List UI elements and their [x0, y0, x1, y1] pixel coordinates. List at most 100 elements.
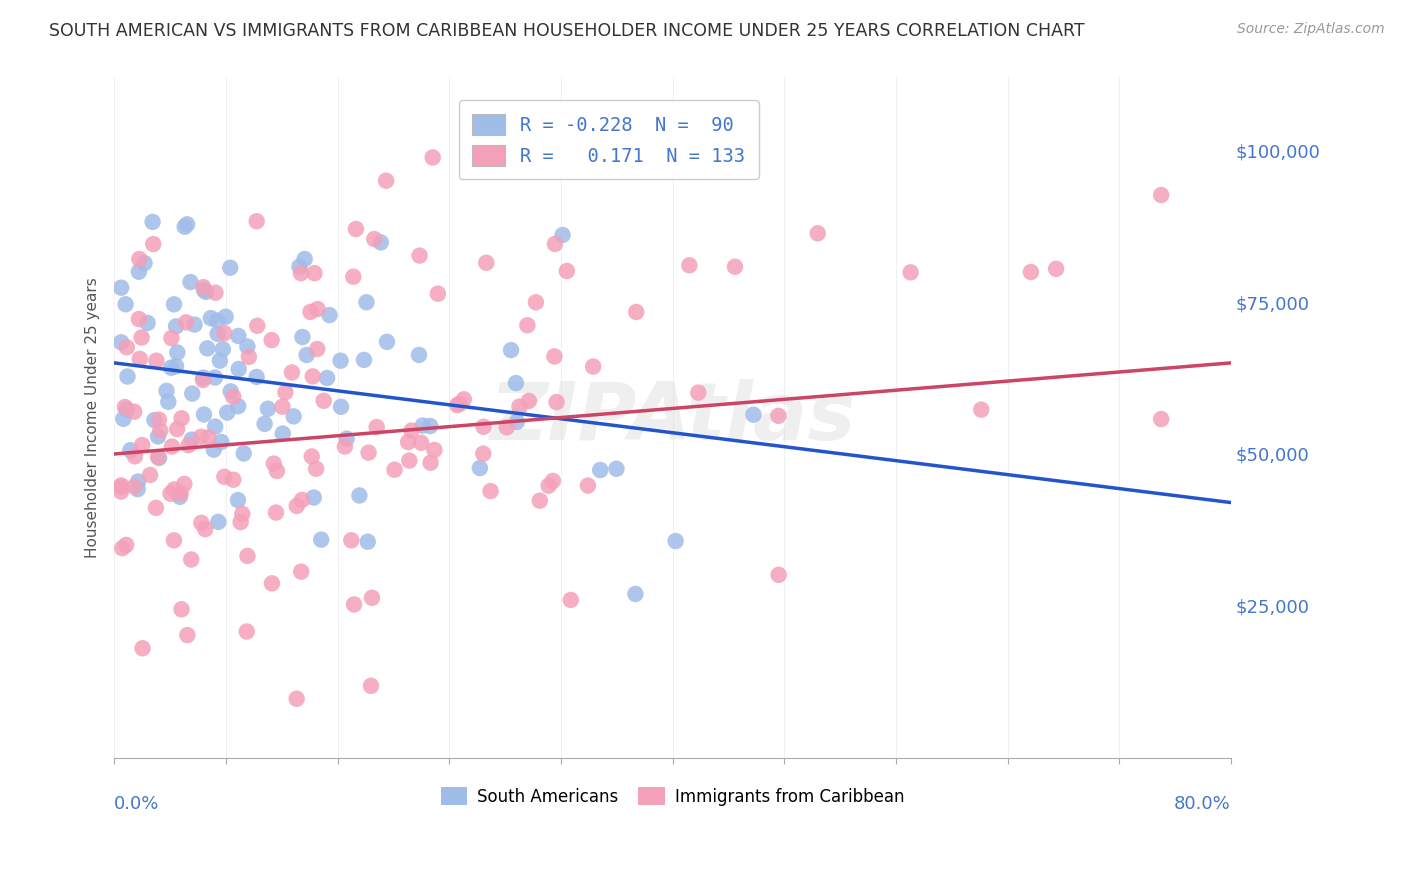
Point — [422, 151, 444, 165]
Point — [176, 217, 198, 231]
Point — [163, 533, 186, 548]
Point — [128, 312, 150, 326]
Point — [173, 477, 195, 491]
Point — [412, 418, 434, 433]
Point — [155, 384, 177, 398]
Point — [733, 153, 755, 167]
Point — [299, 305, 322, 319]
Point — [169, 490, 191, 504]
Point — [336, 432, 359, 446]
Point — [537, 478, 560, 492]
Point — [271, 426, 294, 441]
Point — [166, 345, 188, 359]
Point — [165, 359, 187, 374]
Point — [181, 386, 204, 401]
Point — [576, 478, 599, 492]
Point — [149, 424, 172, 438]
Point — [357, 445, 380, 459]
Point — [396, 435, 419, 450]
Point — [426, 286, 449, 301]
Point — [183, 318, 205, 332]
Point — [419, 419, 441, 434]
Text: SOUTH AMERICAN VS IMMIGRANTS FROM CARIBBEAN HOUSEHOLDER INCOME UNDER 25 YEARS CO: SOUTH AMERICAN VS IMMIGRANTS FROM CARIBB… — [49, 22, 1085, 40]
Point — [228, 329, 250, 343]
Point — [236, 549, 259, 563]
Point — [281, 366, 304, 380]
Point — [110, 480, 132, 494]
Point — [291, 492, 314, 507]
Point — [900, 265, 922, 279]
Point — [166, 422, 188, 436]
Point — [290, 266, 312, 280]
Point — [479, 484, 502, 499]
Point — [307, 301, 329, 316]
Point — [453, 392, 475, 407]
Point — [131, 641, 153, 656]
Point — [340, 533, 363, 548]
Point — [560, 593, 582, 607]
Point — [146, 450, 169, 464]
Point — [546, 395, 568, 409]
Point — [274, 385, 297, 400]
Point — [134, 256, 156, 270]
Point — [128, 252, 150, 266]
Point — [283, 409, 305, 424]
Point — [231, 507, 253, 521]
Point — [127, 482, 149, 496]
Point — [226, 493, 249, 508]
Point — [349, 488, 371, 502]
Point — [970, 402, 993, 417]
Point — [543, 350, 565, 364]
Point — [228, 362, 250, 376]
Point — [384, 463, 406, 477]
Point — [115, 538, 138, 552]
Point — [301, 369, 323, 384]
Point — [124, 450, 146, 464]
Point — [131, 330, 153, 344]
Point — [207, 515, 229, 529]
Point — [330, 400, 353, 414]
Point — [408, 348, 430, 362]
Point — [173, 219, 195, 234]
Point — [191, 373, 214, 387]
Point — [146, 429, 169, 443]
Point — [214, 310, 236, 324]
Point — [142, 237, 165, 252]
Point — [202, 442, 225, 457]
Point — [212, 343, 235, 357]
Point — [226, 399, 249, 413]
Point — [110, 335, 132, 350]
Point — [1019, 265, 1042, 279]
Point — [165, 319, 187, 334]
Point — [472, 447, 495, 461]
Point — [219, 384, 242, 399]
Text: Source: ZipAtlas.com: Source: ZipAtlas.com — [1237, 22, 1385, 37]
Point — [214, 469, 236, 483]
Point — [236, 339, 259, 353]
Point — [408, 249, 430, 263]
Point — [506, 415, 529, 429]
Point — [329, 353, 352, 368]
Point — [253, 417, 276, 431]
Point — [285, 499, 308, 513]
Point — [524, 295, 547, 310]
Point — [768, 567, 790, 582]
Point — [180, 433, 202, 447]
Point — [136, 316, 159, 330]
Point — [285, 691, 308, 706]
Point — [193, 283, 215, 297]
Point — [204, 370, 226, 384]
Point — [117, 369, 139, 384]
Point — [343, 598, 366, 612]
Point — [180, 552, 202, 566]
Point — [200, 311, 222, 326]
Point — [190, 516, 212, 530]
Point — [127, 475, 149, 489]
Point — [195, 285, 218, 299]
Point — [170, 486, 193, 500]
Point — [179, 275, 201, 289]
Point — [475, 256, 498, 270]
Point — [398, 453, 420, 467]
Point — [290, 565, 312, 579]
Point — [229, 515, 252, 529]
